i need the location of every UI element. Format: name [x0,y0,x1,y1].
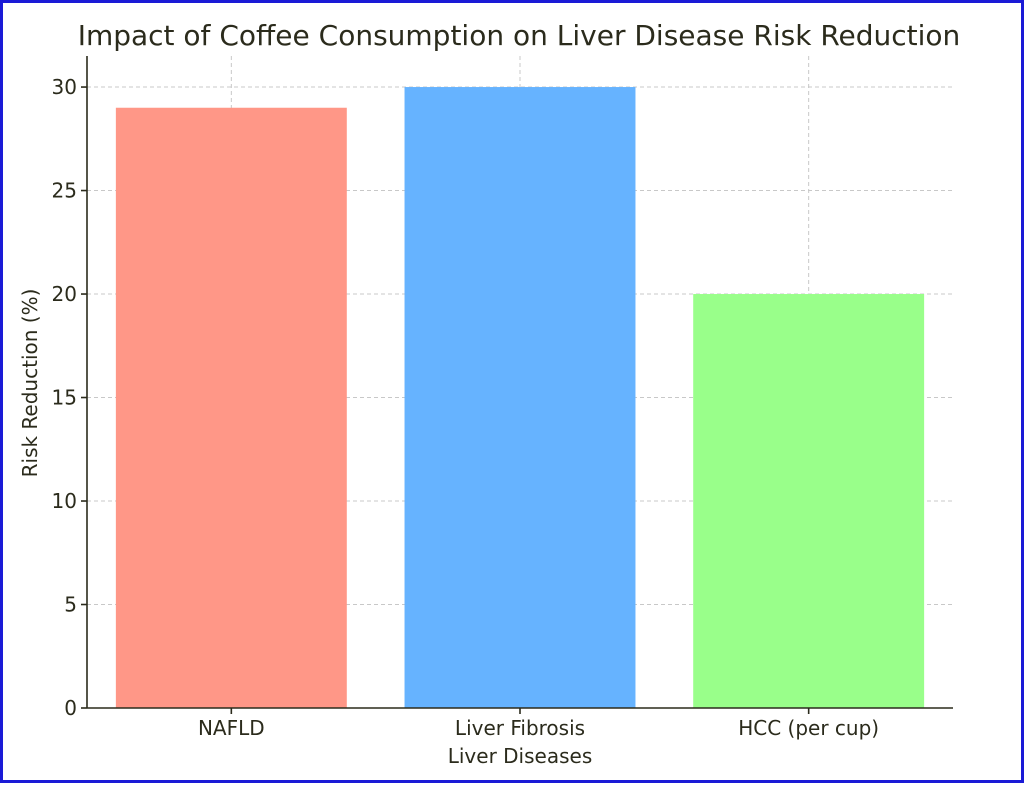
bar-nafld [115,107,347,708]
x-tick-label: Liver Fibrosis [455,716,585,740]
bar-hcc-per-cup [693,294,925,708]
y-tick-label: 20 [52,282,77,306]
bar-liver-fibrosis [404,87,636,709]
axes: 0 5 10 15 20 25 30 NAFLD Liver Fibrosis HCC (per … [52,56,953,740]
y-tick-label: 25 [52,179,77,203]
y-tick-label: 10 [52,489,77,513]
chart: 0 5 10 15 20 25 30 NAFLD Liver Fibrosis HCC (per … [18,19,961,768]
y-tick-label: 15 [52,386,77,410]
y-tick-label: 0 [64,696,77,720]
y-axis-label: Risk Reduction (%) [18,289,42,478]
bars [115,87,925,709]
x-tick-label: NAFLD [198,716,265,740]
y-tick-label: 30 [52,75,77,99]
x-axis-label: Liver Diseases [448,744,593,768]
y-tick-label: 5 [64,593,77,617]
chart-title: Impact of Coffee Consumption on Liver Di… [78,19,961,52]
x-tick-label: HCC (per cup) [738,716,879,740]
